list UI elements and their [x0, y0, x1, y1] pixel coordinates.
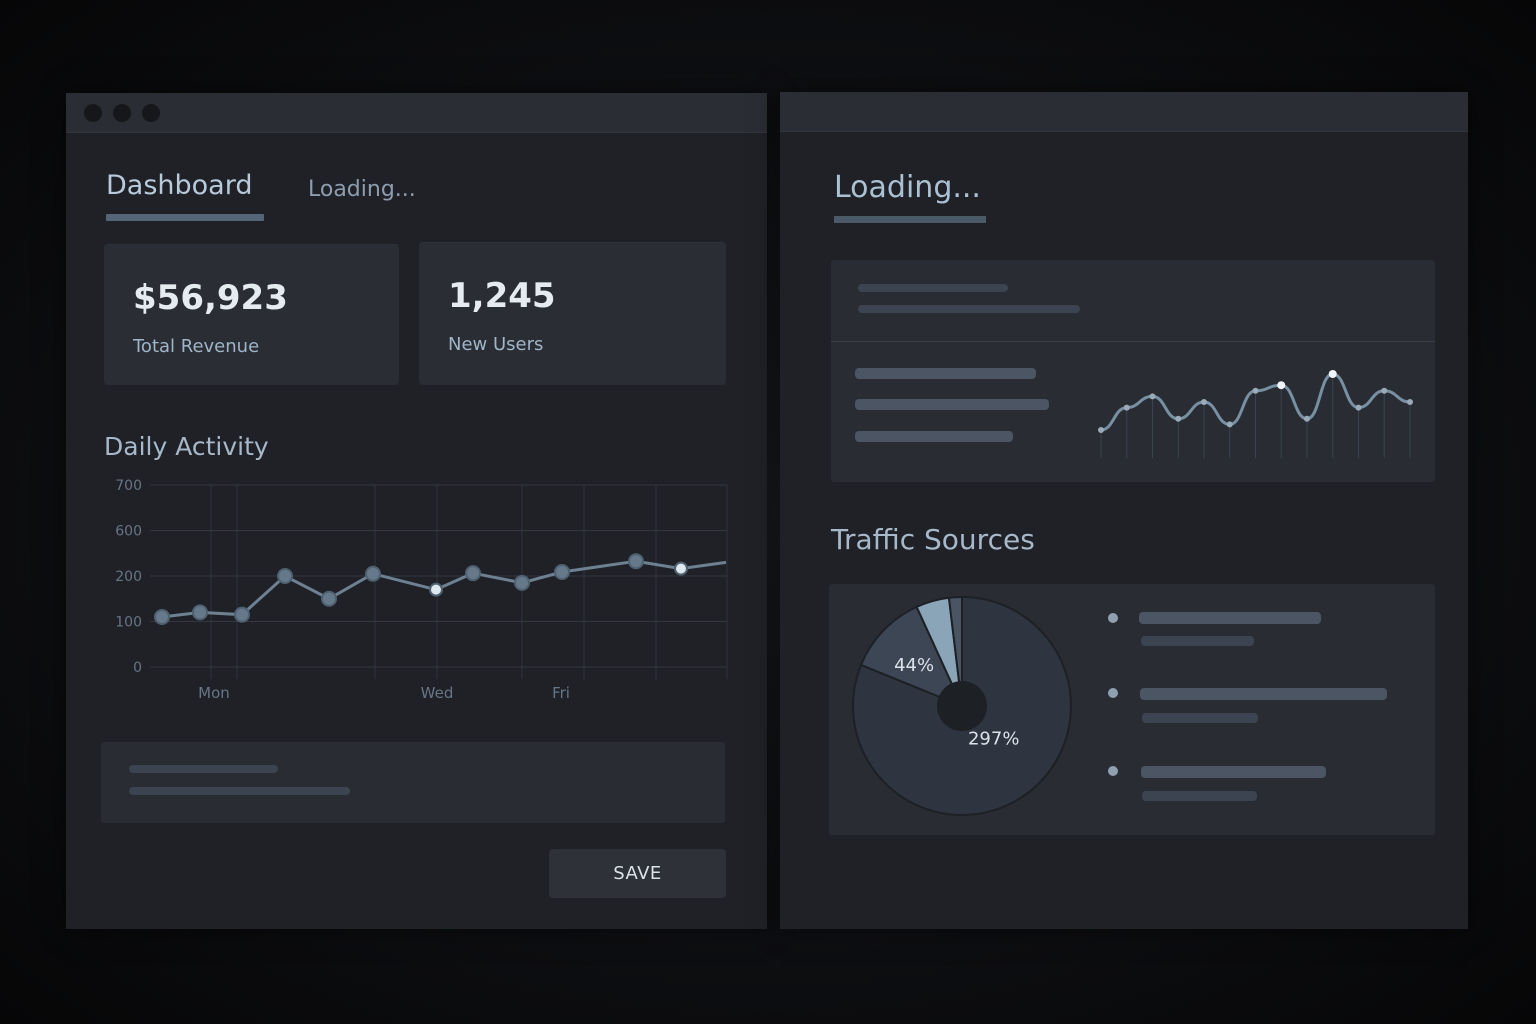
pie-center-hole — [937, 681, 987, 731]
traffic-sources-title: Traffic Sources — [831, 523, 1035, 556]
sparkline-point — [1381, 387, 1388, 394]
y-tick-label: 700 — [115, 478, 142, 494]
dashboard-window: Dashboard Loading... $56,923 Total Reven… — [66, 93, 767, 929]
skeleton-line — [858, 284, 1008, 292]
legend-dot — [1108, 766, 1118, 776]
pie-slices — [852, 595, 1072, 816]
data-point — [365, 565, 381, 582]
sparkline-point — [1277, 381, 1286, 390]
data-point — [192, 604, 208, 621]
tab-dashboard[interactable]: Dashboard — [106, 170, 253, 201]
data-point — [554, 564, 570, 581]
chart-series — [154, 553, 727, 625]
revenue-label: Total Revenue — [133, 336, 260, 357]
loading-window: Loading... Traffic Sources — [780, 92, 1468, 929]
sparkline-series — [1098, 370, 1413, 458]
sparkline-chart — [1098, 370, 1413, 458]
y-axis: 700 600 200 100 0 — [115, 478, 142, 676]
save-button[interactable]: SAVE — [549, 849, 726, 898]
data-point — [674, 561, 688, 576]
data-point — [234, 606, 250, 623]
skeleton-line — [855, 368, 1036, 379]
window-close-dot[interactable] — [84, 104, 102, 122]
card-divider — [831, 341, 1435, 342]
data-point — [628, 553, 644, 570]
data-point — [429, 582, 443, 597]
daily-activity-chart: 700 600 200 100 0 Mon Wed Fri — [115, 478, 728, 702]
legend-dot — [1108, 613, 1118, 623]
sparkline-point — [1098, 427, 1104, 433]
pie-slice — [947, 595, 963, 707]
sparkline-point — [1175, 415, 1182, 422]
skeleton-line — [858, 305, 1080, 313]
loading-underline — [834, 216, 986, 223]
legend-skeleton-line — [1142, 713, 1258, 723]
window-titlebar[interactable] — [66, 93, 767, 133]
y-tick-label: 200 — [115, 569, 142, 585]
sparkline-point — [1252, 387, 1259, 394]
x-tick-label: Fri — [552, 684, 570, 702]
sparkline-point — [1201, 399, 1207, 405]
data-point — [321, 590, 337, 607]
sparkline-point — [1149, 393, 1156, 400]
active-tab-indicator — [106, 214, 264, 221]
window-titlebar[interactable] — [780, 92, 1468, 132]
legend-skeleton-line — [1140, 688, 1387, 700]
window-maximize-dot[interactable] — [142, 104, 160, 122]
legend-skeleton-line — [1139, 612, 1321, 624]
skeleton-line — [129, 765, 278, 773]
loading-title: Loading... — [834, 170, 981, 205]
legend-skeleton-line — [1141, 636, 1254, 646]
window-minimize-dot[interactable] — [113, 104, 131, 122]
pie-slice — [852, 595, 1072, 816]
chart-grid — [150, 484, 728, 679]
data-point — [154, 608, 170, 625]
legend-skeleton-line — [1141, 766, 1326, 778]
users-card: 1,245 New Users — [419, 242, 726, 385]
daily-activity-title: Daily Activity — [104, 432, 269, 461]
skeleton-line — [855, 431, 1013, 442]
users-label: New Users — [448, 334, 544, 355]
sparkline-point — [1123, 404, 1130, 411]
skeleton-line — [855, 399, 1049, 410]
sparkline-point — [1226, 421, 1233, 428]
sparkline-point — [1407, 399, 1413, 405]
y-tick-label: 600 — [115, 524, 142, 540]
pie-slice — [859, 605, 964, 708]
loading-placeholder-card — [101, 742, 725, 823]
y-tick-label: 0 — [133, 660, 142, 676]
pie-labels: 297% 44% — [894, 655, 1019, 750]
x-tick-label: Wed — [421, 684, 454, 702]
sparkline-point — [1328, 370, 1337, 378]
users-value: 1,245 — [448, 276, 556, 316]
data-point — [277, 568, 293, 584]
pie-label: 44% — [894, 655, 934, 676]
tab-loading[interactable]: Loading... — [308, 177, 416, 202]
skeleton-line — [129, 787, 350, 795]
data-point — [465, 565, 481, 582]
x-tick-label: Mon — [198, 684, 230, 702]
sparkline-point — [1304, 415, 1310, 422]
revenue-value: $56,923 — [133, 278, 288, 318]
traffic-pie-chart: 297% 44% — [852, 595, 1072, 816]
pie-label: 297% — [968, 729, 1019, 750]
legend-skeleton-line — [1142, 791, 1257, 801]
y-tick-label: 100 — [115, 615, 142, 631]
x-axis: Mon Wed Fri — [198, 684, 570, 702]
sparkline-point — [1355, 404, 1362, 411]
legend-dot — [1108, 688, 1118, 698]
data-point — [514, 574, 530, 591]
revenue-card: $56,923 Total Revenue — [104, 244, 399, 385]
